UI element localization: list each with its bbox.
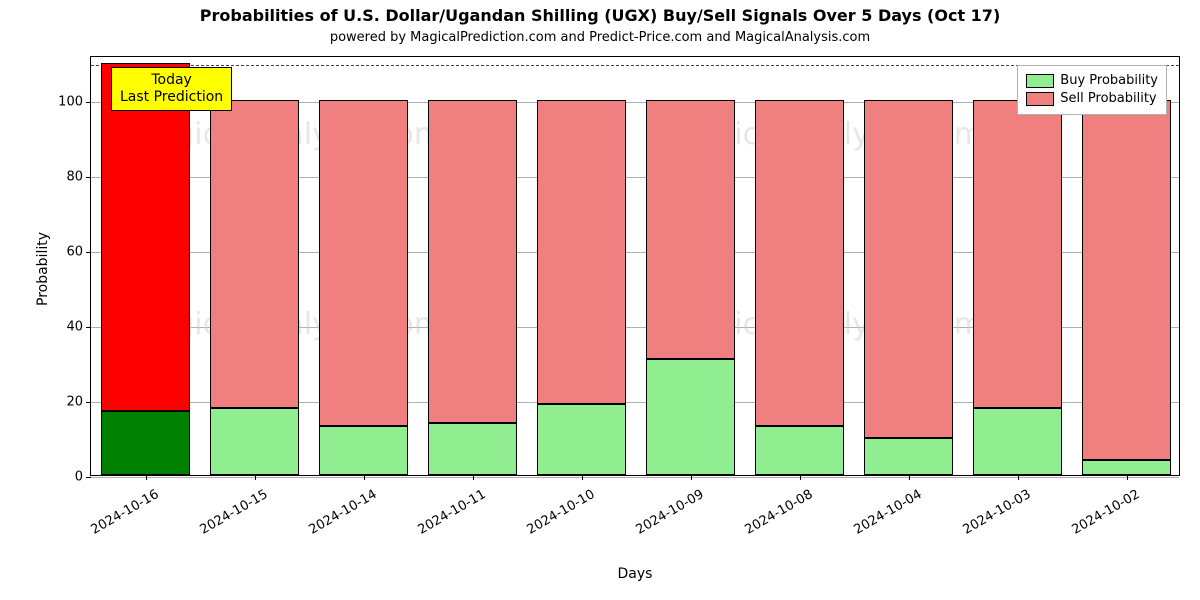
bar-buy [101, 411, 190, 475]
plot-area: 020406080100MagicalAnalysis.comMagicalAn… [90, 56, 1180, 476]
x-tick-mark [255, 475, 256, 480]
legend-label: Buy Probability [1060, 72, 1158, 90]
y-tick-mark [86, 102, 91, 103]
bar-buy [646, 359, 735, 475]
x-tick-label: 2024-10-04 [830, 487, 924, 550]
x-tick-mark [473, 475, 474, 480]
x-tick-label: 2024-10-03 [939, 487, 1033, 550]
bar-group [428, 57, 517, 475]
x-tick-label: 2024-10-11 [394, 487, 488, 550]
bar-group [319, 57, 408, 475]
bar-group [864, 57, 953, 475]
legend-item: Buy Probability [1026, 72, 1158, 90]
x-tick-mark [582, 475, 583, 480]
x-tick-mark [800, 475, 801, 480]
x-tick-mark [909, 475, 910, 480]
legend-swatch [1026, 74, 1054, 88]
x-tick-label: 2024-10-09 [612, 487, 706, 550]
legend-label: Sell Probability [1060, 90, 1156, 108]
bar-sell [101, 63, 190, 412]
legend-item: Sell Probability [1026, 90, 1158, 108]
today-annotation: TodayLast Prediction [111, 67, 232, 111]
bar-group [210, 57, 299, 475]
bar-sell [1082, 100, 1171, 460]
annotation-line: Last Prediction [120, 89, 223, 106]
x-axis-label: Days [90, 566, 1180, 582]
x-tick-mark [146, 475, 147, 480]
bar-sell [973, 100, 1062, 408]
x-tick-mark [691, 475, 692, 480]
bar-buy [1082, 460, 1171, 475]
bar-group [755, 57, 844, 475]
bar-buy [319, 426, 408, 475]
bar-buy [428, 423, 517, 476]
bar-sell [319, 100, 408, 426]
legend-swatch [1026, 92, 1054, 106]
chart-subtitle: powered by MagicalPrediction.com and Pre… [0, 30, 1200, 45]
x-tick-mark [364, 475, 365, 480]
bar-group [537, 57, 626, 475]
bar-buy [537, 404, 626, 475]
x-tick-mark [1018, 475, 1019, 480]
bar-sell [537, 100, 626, 404]
bar-group [646, 57, 735, 475]
chart-figure: Probabilities of U.S. Dollar/Ugandan Shi… [0, 0, 1200, 600]
bar-group [1082, 57, 1171, 475]
y-tick-mark [86, 477, 91, 478]
y-tick-mark [86, 177, 91, 178]
annotation-line: Today [120, 72, 223, 89]
bar-buy [973, 408, 1062, 476]
bar-group [101, 57, 190, 475]
bar-buy [864, 438, 953, 476]
x-tick-label: 2024-10-10 [503, 487, 597, 550]
y-axis-label: Probability [35, 232, 51, 306]
x-tick-label: 2024-10-08 [721, 487, 815, 550]
y-tick-mark [86, 252, 91, 253]
chart-title: Probabilities of U.S. Dollar/Ugandan Shi… [0, 6, 1200, 25]
bar-buy [210, 408, 299, 476]
x-tick-label: 2024-10-14 [285, 487, 379, 550]
bar-sell [755, 100, 844, 426]
y-tick-mark [86, 327, 91, 328]
bar-buy [755, 426, 844, 475]
x-tick-label: 2024-10-16 [67, 487, 161, 550]
x-tick-label: 2024-10-15 [176, 487, 270, 550]
bar-sell [646, 100, 735, 359]
y-tick-mark [86, 402, 91, 403]
x-tick-mark [1127, 475, 1128, 480]
bar-sell [864, 100, 953, 438]
bar-group [973, 57, 1062, 475]
bar-sell [428, 100, 517, 423]
legend: Buy ProbabilitySell Probability [1017, 65, 1167, 115]
bar-sell [210, 100, 299, 408]
x-tick-label: 2024-10-02 [1048, 487, 1142, 550]
